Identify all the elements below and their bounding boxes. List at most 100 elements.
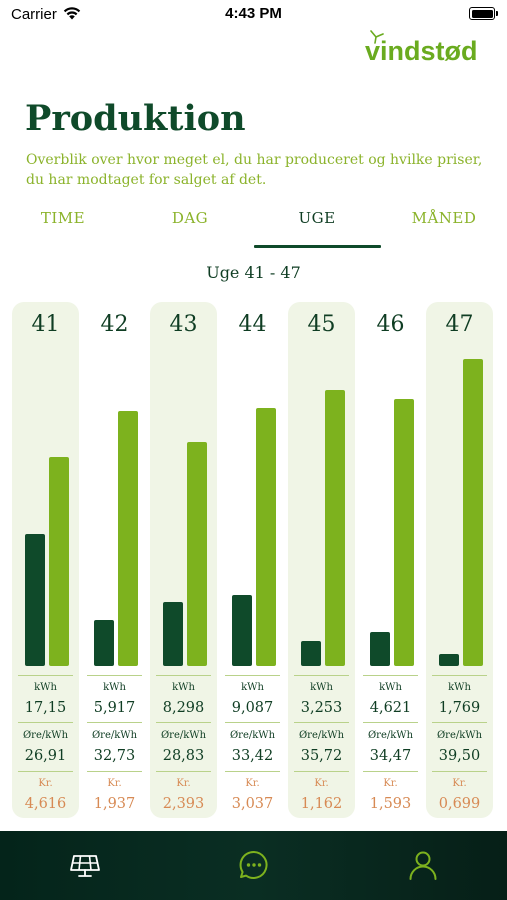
ore-per-kwh-value: 33,42 [231, 748, 274, 764]
week-column-46[interactable]: 46 kWh 4,621 Øre/kWh 34,47 Kr. 1,593 [357, 302, 424, 818]
clock: 4:43 PM [225, 5, 282, 22]
kr-value: 0,699 [438, 796, 481, 812]
price-bar [256, 408, 276, 666]
kr-label: Kr. [452, 778, 467, 789]
divider [225, 771, 280, 772]
ore-per-kwh-value: 39,50 [438, 748, 481, 764]
kwh-value: 5,917 [93, 700, 136, 716]
ore-per-kwh-label: Øre/kWh [436, 730, 483, 741]
bottom-navigation [0, 831, 507, 900]
divider [294, 722, 349, 723]
status-bar: Carrier 4:43 PM [0, 0, 507, 30]
divider [363, 722, 418, 723]
nav-chat[interactable] [237, 848, 271, 882]
divider [156, 675, 211, 676]
kr-label: Kr. [107, 778, 122, 789]
kwh-label: kWh [310, 682, 333, 693]
battery-icon [469, 7, 498, 20]
production-bar [163, 602, 183, 666]
kwh-value: 17,15 [24, 700, 67, 716]
divider [294, 675, 349, 676]
kwh-value: 3,253 [300, 700, 343, 716]
week-number: 45 [307, 312, 336, 337]
ore-per-kwh-label: Øre/kWh [229, 730, 276, 741]
divider [87, 722, 142, 723]
production-bar [25, 534, 45, 666]
active-tab-indicator [254, 245, 381, 248]
kwh-label: kWh [34, 682, 57, 693]
ore-per-kwh-label: Øre/kWh [367, 730, 414, 741]
ore-per-kwh-label: Øre/kWh [91, 730, 138, 741]
kwh-label: kWh [241, 682, 264, 693]
tab-dag[interactable]: DAG [171, 209, 209, 227]
week-column-43[interactable]: 43 kWh 8,298 Øre/kWh 28,83 Kr. 2,393 [150, 302, 217, 818]
production-bar [439, 654, 459, 666]
divider [363, 771, 418, 772]
solar-panel-icon [70, 855, 100, 877]
ore-per-kwh-value: 35,72 [300, 748, 343, 764]
tab-maaned[interactable]: MÅNED [411, 209, 477, 227]
divider [294, 771, 349, 772]
kr-value: 1,937 [93, 796, 136, 812]
divider [156, 771, 211, 772]
kwh-label: kWh [103, 682, 126, 693]
kr-label: Kr. [314, 778, 329, 789]
kr-label: Kr. [176, 778, 191, 789]
week-column-44[interactable]: 44 kWh 9,087 Øre/kWh 33,42 Kr. 3,037 [219, 302, 286, 818]
kwh-label: kWh [172, 682, 195, 693]
wind-turbine-icon [370, 30, 384, 44]
divider [432, 675, 487, 676]
kr-label: Kr. [38, 778, 53, 789]
period-tabs: TIME DAG UGE MÅNED [0, 205, 507, 249]
week-column-42[interactable]: 42 kWh 5,917 Øre/kWh 32,73 Kr. 1,937 [81, 302, 148, 818]
week-number: 47 [445, 312, 474, 337]
divider [87, 771, 142, 772]
price-bar [394, 399, 414, 666]
week-column-45[interactable]: 45 kWh 3,253 Øre/kWh 35,72 Kr. 1,162 [288, 302, 355, 818]
page-title: Produktion [25, 98, 246, 139]
kr-label: Kr. [245, 778, 260, 789]
kr-value: 1,593 [369, 796, 412, 812]
price-bar [463, 359, 483, 666]
user-icon [409, 851, 437, 880]
tab-time[interactable]: TIME [40, 209, 86, 227]
week-column-41[interactable]: 41 kWh 17,15 Øre/kWh 26,91 Kr. 4,616 [12, 302, 79, 818]
brand-logo-text: vindstød [365, 36, 478, 66]
week-number: 44 [238, 312, 267, 337]
ore-per-kwh-value: 32,73 [93, 748, 136, 764]
ore-per-kwh-value: 26,91 [24, 748, 67, 764]
ore-per-kwh-value: 28,83 [162, 748, 205, 764]
divider [87, 675, 142, 676]
kwh-value: 8,298 [162, 700, 205, 716]
divider [225, 722, 280, 723]
tab-uge[interactable]: UGE [298, 209, 336, 227]
week-number: 42 [100, 312, 129, 337]
divider [18, 675, 73, 676]
divider [18, 771, 73, 772]
kwh-label: kWh [379, 682, 402, 693]
divider [432, 771, 487, 772]
week-column-47[interactable]: 47 kWh 1,769 Øre/kWh 39,50 Kr. 0,699 [426, 302, 493, 818]
kwh-label: kWh [448, 682, 471, 693]
kwh-value: 1,769 [438, 700, 481, 716]
ore-per-kwh-label: Øre/kWh [160, 730, 207, 741]
kr-value: 1,162 [300, 796, 343, 812]
divider [363, 675, 418, 676]
production-bar [94, 620, 114, 666]
week-number: 46 [376, 312, 405, 337]
kr-value: 2,393 [162, 796, 205, 812]
ore-per-kwh-value: 34,47 [369, 748, 412, 764]
chat-bubble-icon [239, 850, 268, 879]
production-bar [232, 595, 252, 666]
ore-per-kwh-label: Øre/kWh [298, 730, 345, 741]
divider [432, 722, 487, 723]
nav-profile[interactable] [406, 848, 440, 882]
weekly-production-chart: 41 kWh 17,15 Øre/kWh 26,91 Kr. 4,616 42 kWh 5,917… [12, 302, 496, 820]
divider [18, 722, 73, 723]
brand-logo: vindstød [365, 30, 489, 68]
page-subtitle: Overblik over hvor meget el, du har prod… [26, 152, 483, 188]
nav-production[interactable] [68, 848, 102, 882]
wifi-icon [63, 7, 81, 20]
week-range-label: Uge 41 - 47 [206, 263, 301, 282]
divider [225, 675, 280, 676]
